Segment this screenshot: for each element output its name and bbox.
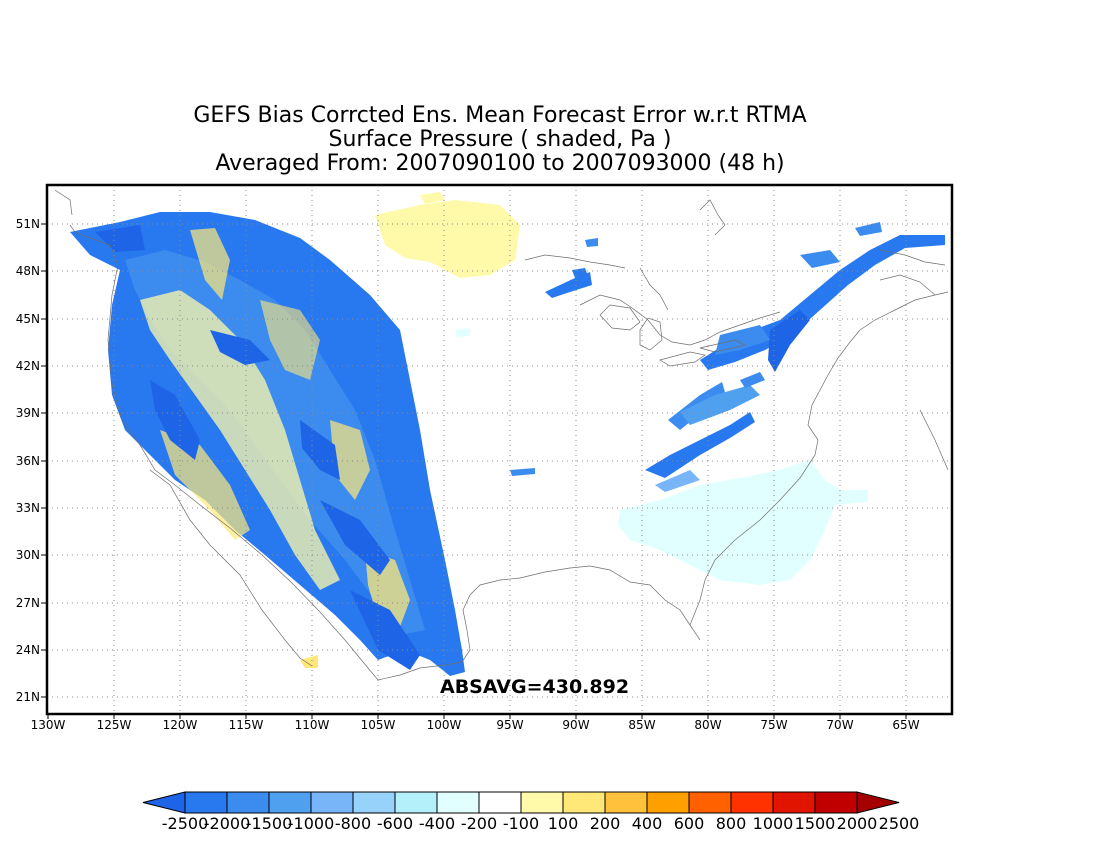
colorbar-box <box>268 791 312 814</box>
colorbar-label: -100 <box>502 814 540 833</box>
lon-label: 75W <box>760 718 788 732</box>
colorbar-label: 400 <box>631 814 663 833</box>
colorbar-label: 100 <box>547 814 579 833</box>
colorbar-box <box>604 791 648 814</box>
lat-label: 36N <box>15 454 40 468</box>
lon-label: 70W <box>826 718 854 732</box>
lon-label: 130W <box>30 718 66 732</box>
shaded-field <box>70 192 945 676</box>
lat-label: 27N <box>15 596 40 610</box>
colorbar-label: -200 <box>460 814 498 833</box>
colorbar-label: -800 <box>334 814 372 833</box>
map-grid <box>47 185 952 714</box>
colorbar <box>142 791 900 814</box>
lon-label: 105W <box>360 718 396 732</box>
colorbar-label: -400 <box>418 814 456 833</box>
lat-label: 30N <box>15 548 40 562</box>
lat-label: 45N <box>15 312 40 326</box>
colorbar-box <box>436 791 480 814</box>
colorbar-box <box>772 791 816 814</box>
lon-label: 95W <box>496 718 524 732</box>
lat-label: 42N <box>15 359 40 373</box>
lon-label: 115W <box>228 718 264 732</box>
map-frame <box>45 183 954 716</box>
colorbar-box <box>520 791 564 814</box>
lon-label: 120W <box>162 718 198 732</box>
colorbar-box <box>226 791 270 814</box>
colorbar-box <box>688 791 732 814</box>
colorbar-box <box>478 791 522 814</box>
lat-label: 51N <box>15 217 40 231</box>
colorbar-label: 800 <box>715 814 747 833</box>
map-title-line2: Surface Pressure ( shaded, Pa ) <box>328 127 672 152</box>
colorbar-label: 1000 <box>752 814 794 833</box>
lat-label: 48N <box>15 264 40 278</box>
lon-label: 110W <box>294 718 330 732</box>
lat-label: 39N <box>15 406 40 420</box>
colorbar-box <box>394 791 438 814</box>
lon-label: 90W <box>562 718 590 732</box>
colorbar-box <box>646 791 690 814</box>
lat-label: 21N <box>15 690 40 704</box>
coastlines <box>54 189 949 681</box>
colorbar-label: -1500 <box>245 814 293 833</box>
colorbar-box <box>142 791 186 814</box>
colorbar-label: -2000 <box>203 814 251 833</box>
colorbar-label: 600 <box>673 814 705 833</box>
lat-label: 33N <box>15 501 40 515</box>
colorbar-label: -600 <box>376 814 414 833</box>
colorbar-label: -1000 <box>287 814 335 833</box>
colorbar-box <box>562 791 606 814</box>
lon-label: 100W <box>426 718 462 732</box>
colorbar-box <box>730 791 774 814</box>
colorbar-box <box>856 791 900 814</box>
colorbar-label: -2500 <box>161 814 209 833</box>
lat-label: 24N <box>15 643 40 657</box>
colorbar-box <box>352 791 396 814</box>
colorbar-label: 2500 <box>878 814 920 833</box>
map-title-line3: Averaged From: 2007090100 to 2007093000 … <box>215 151 785 176</box>
colorbar-box <box>814 791 858 814</box>
lon-label: 125W <box>96 718 132 732</box>
absavg-annotation: ABSAVG=430.892 <box>440 676 630 698</box>
colorbar-box <box>310 791 354 814</box>
colorbar-label: 200 <box>589 814 621 833</box>
lon-label: 85W <box>628 718 656 732</box>
lon-label: 65W <box>892 718 920 732</box>
colorbar-label: 1500 <box>794 814 836 833</box>
colorbar-box <box>184 791 228 814</box>
colorbar-label: 2000 <box>836 814 878 833</box>
map-title-line1: GEFS Bias Corrcted Ens. Mean Forecast Er… <box>193 103 807 128</box>
lon-label: 80W <box>694 718 722 732</box>
